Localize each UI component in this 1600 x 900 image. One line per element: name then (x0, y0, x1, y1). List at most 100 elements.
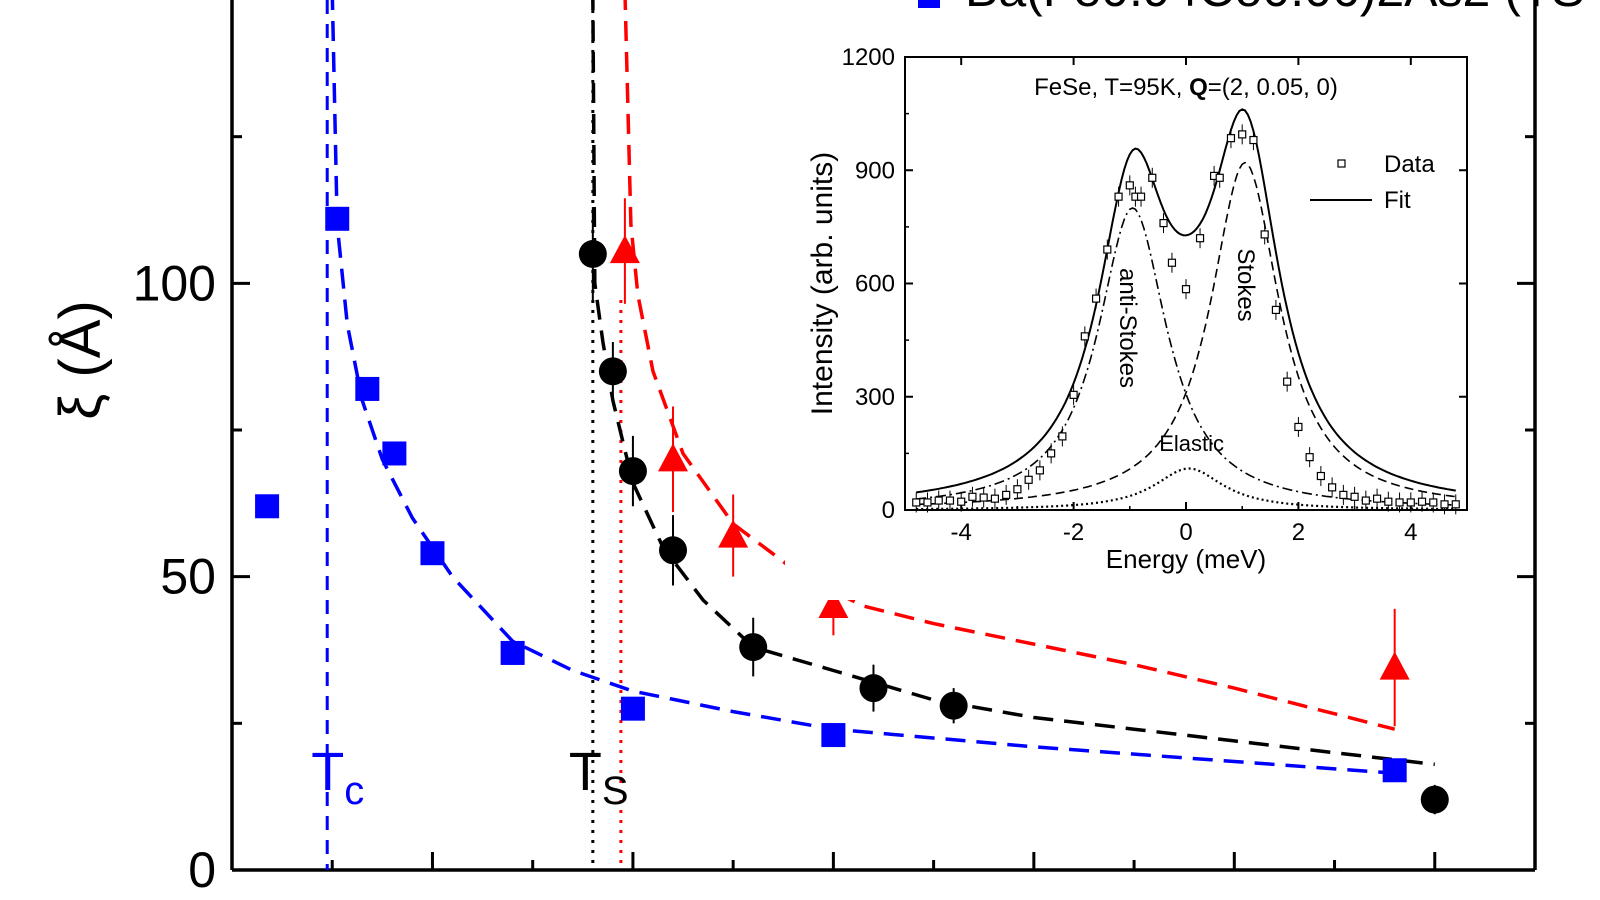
inset-x-tick-label: 0 (1179, 519, 1192, 546)
y-tick-label: 100 (133, 255, 216, 311)
inset-data-point (1002, 490, 1011, 499)
inset-data-point (1361, 496, 1370, 505)
inset-data-point (1283, 377, 1292, 386)
data-point-square (420, 541, 445, 566)
y-tick-label: 50 (160, 549, 216, 605)
inset-data-point (1091, 294, 1101, 303)
data-point-square (821, 723, 846, 748)
data-point-square (355, 376, 380, 401)
inset-legend-data-label: Data (1384, 151, 1435, 178)
inset-title-part: FeSe, T=95K, (1034, 74, 1189, 101)
inset-title-part: Q (1189, 74, 1208, 101)
inset-data-point (1047, 449, 1056, 458)
y-axis-label: ξ (Å) (48, 300, 113, 419)
data-point-circle (739, 633, 768, 662)
legend-marker (918, 0, 940, 8)
inset-data-point (1417, 497, 1427, 506)
inset-data-point (1294, 422, 1303, 432)
legend-label: Ba(Fe0.94Co0.06)2As2 (TS~0K) (965, 0, 1600, 17)
data-point-circle (1420, 785, 1449, 814)
data-point-circle (859, 674, 888, 703)
y-tick-label: 0 (188, 842, 216, 898)
inset-data-point (1226, 134, 1236, 143)
inset-fit-elastic (916, 467, 1456, 511)
anti-stokes-label: anti-Stokes (1114, 268, 1141, 388)
inset-data-point (1249, 135, 1258, 145)
inset-data-point (1058, 432, 1067, 441)
inset-data-point (1136, 192, 1146, 201)
data-point-triangle (609, 235, 640, 264)
inset-data-point (1024, 475, 1033, 484)
inset-title-part: =(2, 0.05, 0) (1208, 74, 1338, 101)
inset-y-tick-label: 900 (855, 157, 895, 184)
tc-label-sub: c (344, 769, 364, 813)
inset-data-point (1013, 485, 1022, 494)
inset-data-point (1035, 466, 1044, 475)
tc-label: Tc (311, 742, 364, 813)
data-point-triangle (658, 443, 689, 472)
inset-data-point (1167, 258, 1177, 267)
inset-data-point (1429, 498, 1438, 507)
inset-data-point (1440, 500, 1449, 509)
inset-fit-total (916, 108, 1456, 494)
inset-x-axis-label: Energy (meV) (1106, 544, 1266, 574)
inset-data-point (1159, 219, 1168, 228)
inset-data-point (1125, 181, 1134, 190)
stokes-label: Stokes (1232, 248, 1259, 321)
inset-data-point (979, 493, 988, 502)
data-point-triangle (1379, 651, 1410, 680)
inset-data-point (1384, 497, 1393, 506)
inset-y-tick-label: 1200 (842, 44, 895, 71)
inset-data-point (1103, 245, 1112, 254)
inset-data-point (1114, 192, 1123, 201)
main-plot: 0 50 100 ξ (Å) Ba(Fe0.94Co0.06)2As2 (TS~0K) T… (48, 0, 1600, 898)
inset-x-tick-label: -4 (951, 519, 972, 546)
inset-data-point (1271, 305, 1281, 315)
inset-data-point (1451, 500, 1460, 509)
inset-data-point (1350, 492, 1359, 501)
data-point-circle (578, 240, 607, 268)
data-point-square (620, 696, 645, 721)
inset-title: FeSe, T=95K, Q=(2, 0.05, 0) (1034, 74, 1338, 101)
data-point-square (382, 441, 407, 466)
elastic-label: Elastic (1159, 431, 1224, 456)
inset-data-point (1406, 498, 1415, 507)
data-point-triangle (718, 519, 749, 548)
inset-data-point (1069, 390, 1078, 399)
inset-data-point (1148, 173, 1157, 182)
inset-data-point (1395, 498, 1404, 507)
data-point-square (255, 494, 280, 519)
data-point-circle (618, 457, 647, 486)
inset-data-point (1260, 230, 1269, 239)
inset-data-point (1181, 285, 1191, 294)
inset-data-point (1215, 173, 1224, 182)
inset-background (785, 40, 1487, 600)
inset-x-tick-label: 2 (1292, 519, 1305, 546)
inset-x-tick-label: -2 (1063, 519, 1084, 546)
inset-legend-data-marker (1337, 159, 1346, 168)
inset-data-point (1305, 453, 1314, 462)
inset-data-point (1328, 483, 1337, 492)
inset-data-point (1372, 494, 1382, 503)
data-point-square (325, 206, 350, 231)
inset-y-tick-label: 300 (855, 384, 895, 411)
data-point-triangle (818, 590, 849, 618)
inset-data-point (1195, 234, 1205, 243)
inset-data-point (957, 497, 966, 506)
inset-data-point (968, 492, 977, 501)
inset-data-point (1316, 471, 1325, 481)
data-point-circle (598, 357, 627, 386)
inset-data-point (1080, 332, 1089, 341)
inset-x-tick-label: 4 (1404, 519, 1417, 546)
data-point-square (500, 640, 525, 665)
inset-data-point (923, 498, 932, 507)
inset-data-point (1339, 490, 1348, 499)
inset-y-tick-label: 0 (882, 497, 895, 524)
data-point-circle (939, 691, 968, 720)
inset-legend-fit-label: Fit (1384, 187, 1411, 214)
inset-data-point (945, 496, 955, 505)
inset-y-axis-label: Intensity (arb. units) (806, 152, 839, 415)
data-point-square (1382, 758, 1407, 783)
inset-y-tick-label: 600 (855, 271, 895, 298)
